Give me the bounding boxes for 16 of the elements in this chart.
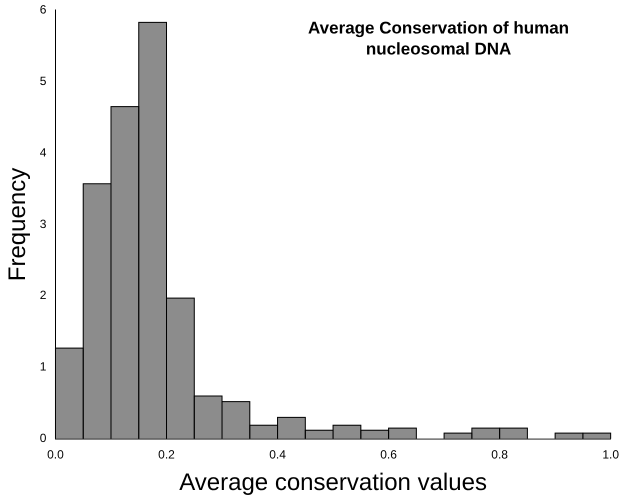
y-tick-label: 2	[40, 288, 47, 302]
x-tick-label: 0.8	[491, 447, 508, 462]
y-tick-label: 5	[40, 74, 47, 88]
y-tick-label: 0	[40, 431, 47, 446]
text: Average Conservation of human nucleosomal DNA	[308, 18, 570, 58]
y-axis-title: Frequency	[4, 168, 32, 282]
x-tick-label: 0.4	[269, 447, 286, 462]
x-tick-label: 0.2	[158, 447, 176, 462]
y-tick-label: 3	[40, 216, 47, 231]
y-tick-label: 4	[40, 145, 47, 160]
y-tick-label: 6	[40, 2, 47, 17]
x-tick-label: 0.0	[47, 447, 64, 462]
x-axis-title: Average conservation values	[179, 469, 487, 496]
x-tick-label: 1.0	[602, 447, 620, 462]
y-tick-label: 1	[40, 360, 47, 374]
x-tick-label: 0.6	[380, 447, 398, 462]
